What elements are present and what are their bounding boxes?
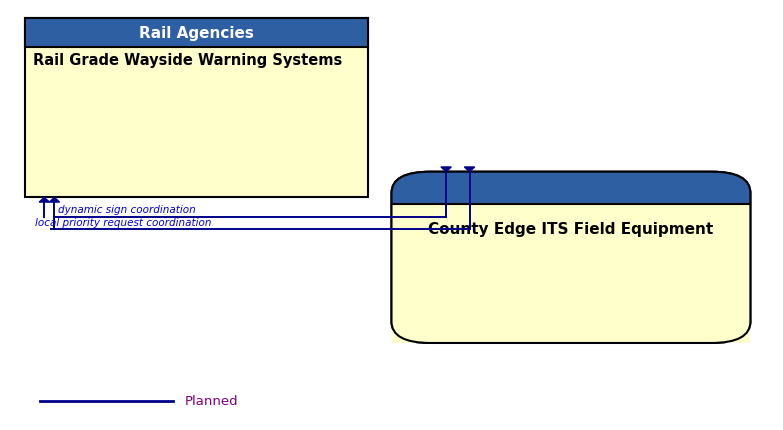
FancyBboxPatch shape bbox=[25, 18, 368, 198]
Polygon shape bbox=[441, 168, 451, 172]
Text: Rail Agencies: Rail Agencies bbox=[139, 26, 254, 41]
Polygon shape bbox=[464, 168, 474, 172]
FancyBboxPatch shape bbox=[392, 172, 750, 343]
Text: County Edge ITS Field Equipment: County Edge ITS Field Equipment bbox=[428, 221, 713, 237]
Text: Planned: Planned bbox=[185, 394, 238, 407]
FancyBboxPatch shape bbox=[392, 204, 750, 343]
FancyBboxPatch shape bbox=[392, 172, 750, 343]
Text: Rail Grade Wayside Warning Systems: Rail Grade Wayside Warning Systems bbox=[33, 52, 342, 68]
Polygon shape bbox=[39, 198, 49, 203]
Polygon shape bbox=[49, 198, 60, 203]
Text: dynamic sign coordination: dynamic sign coordination bbox=[59, 205, 196, 215]
FancyBboxPatch shape bbox=[25, 18, 368, 49]
Text: local priority request coordination: local priority request coordination bbox=[35, 218, 211, 228]
